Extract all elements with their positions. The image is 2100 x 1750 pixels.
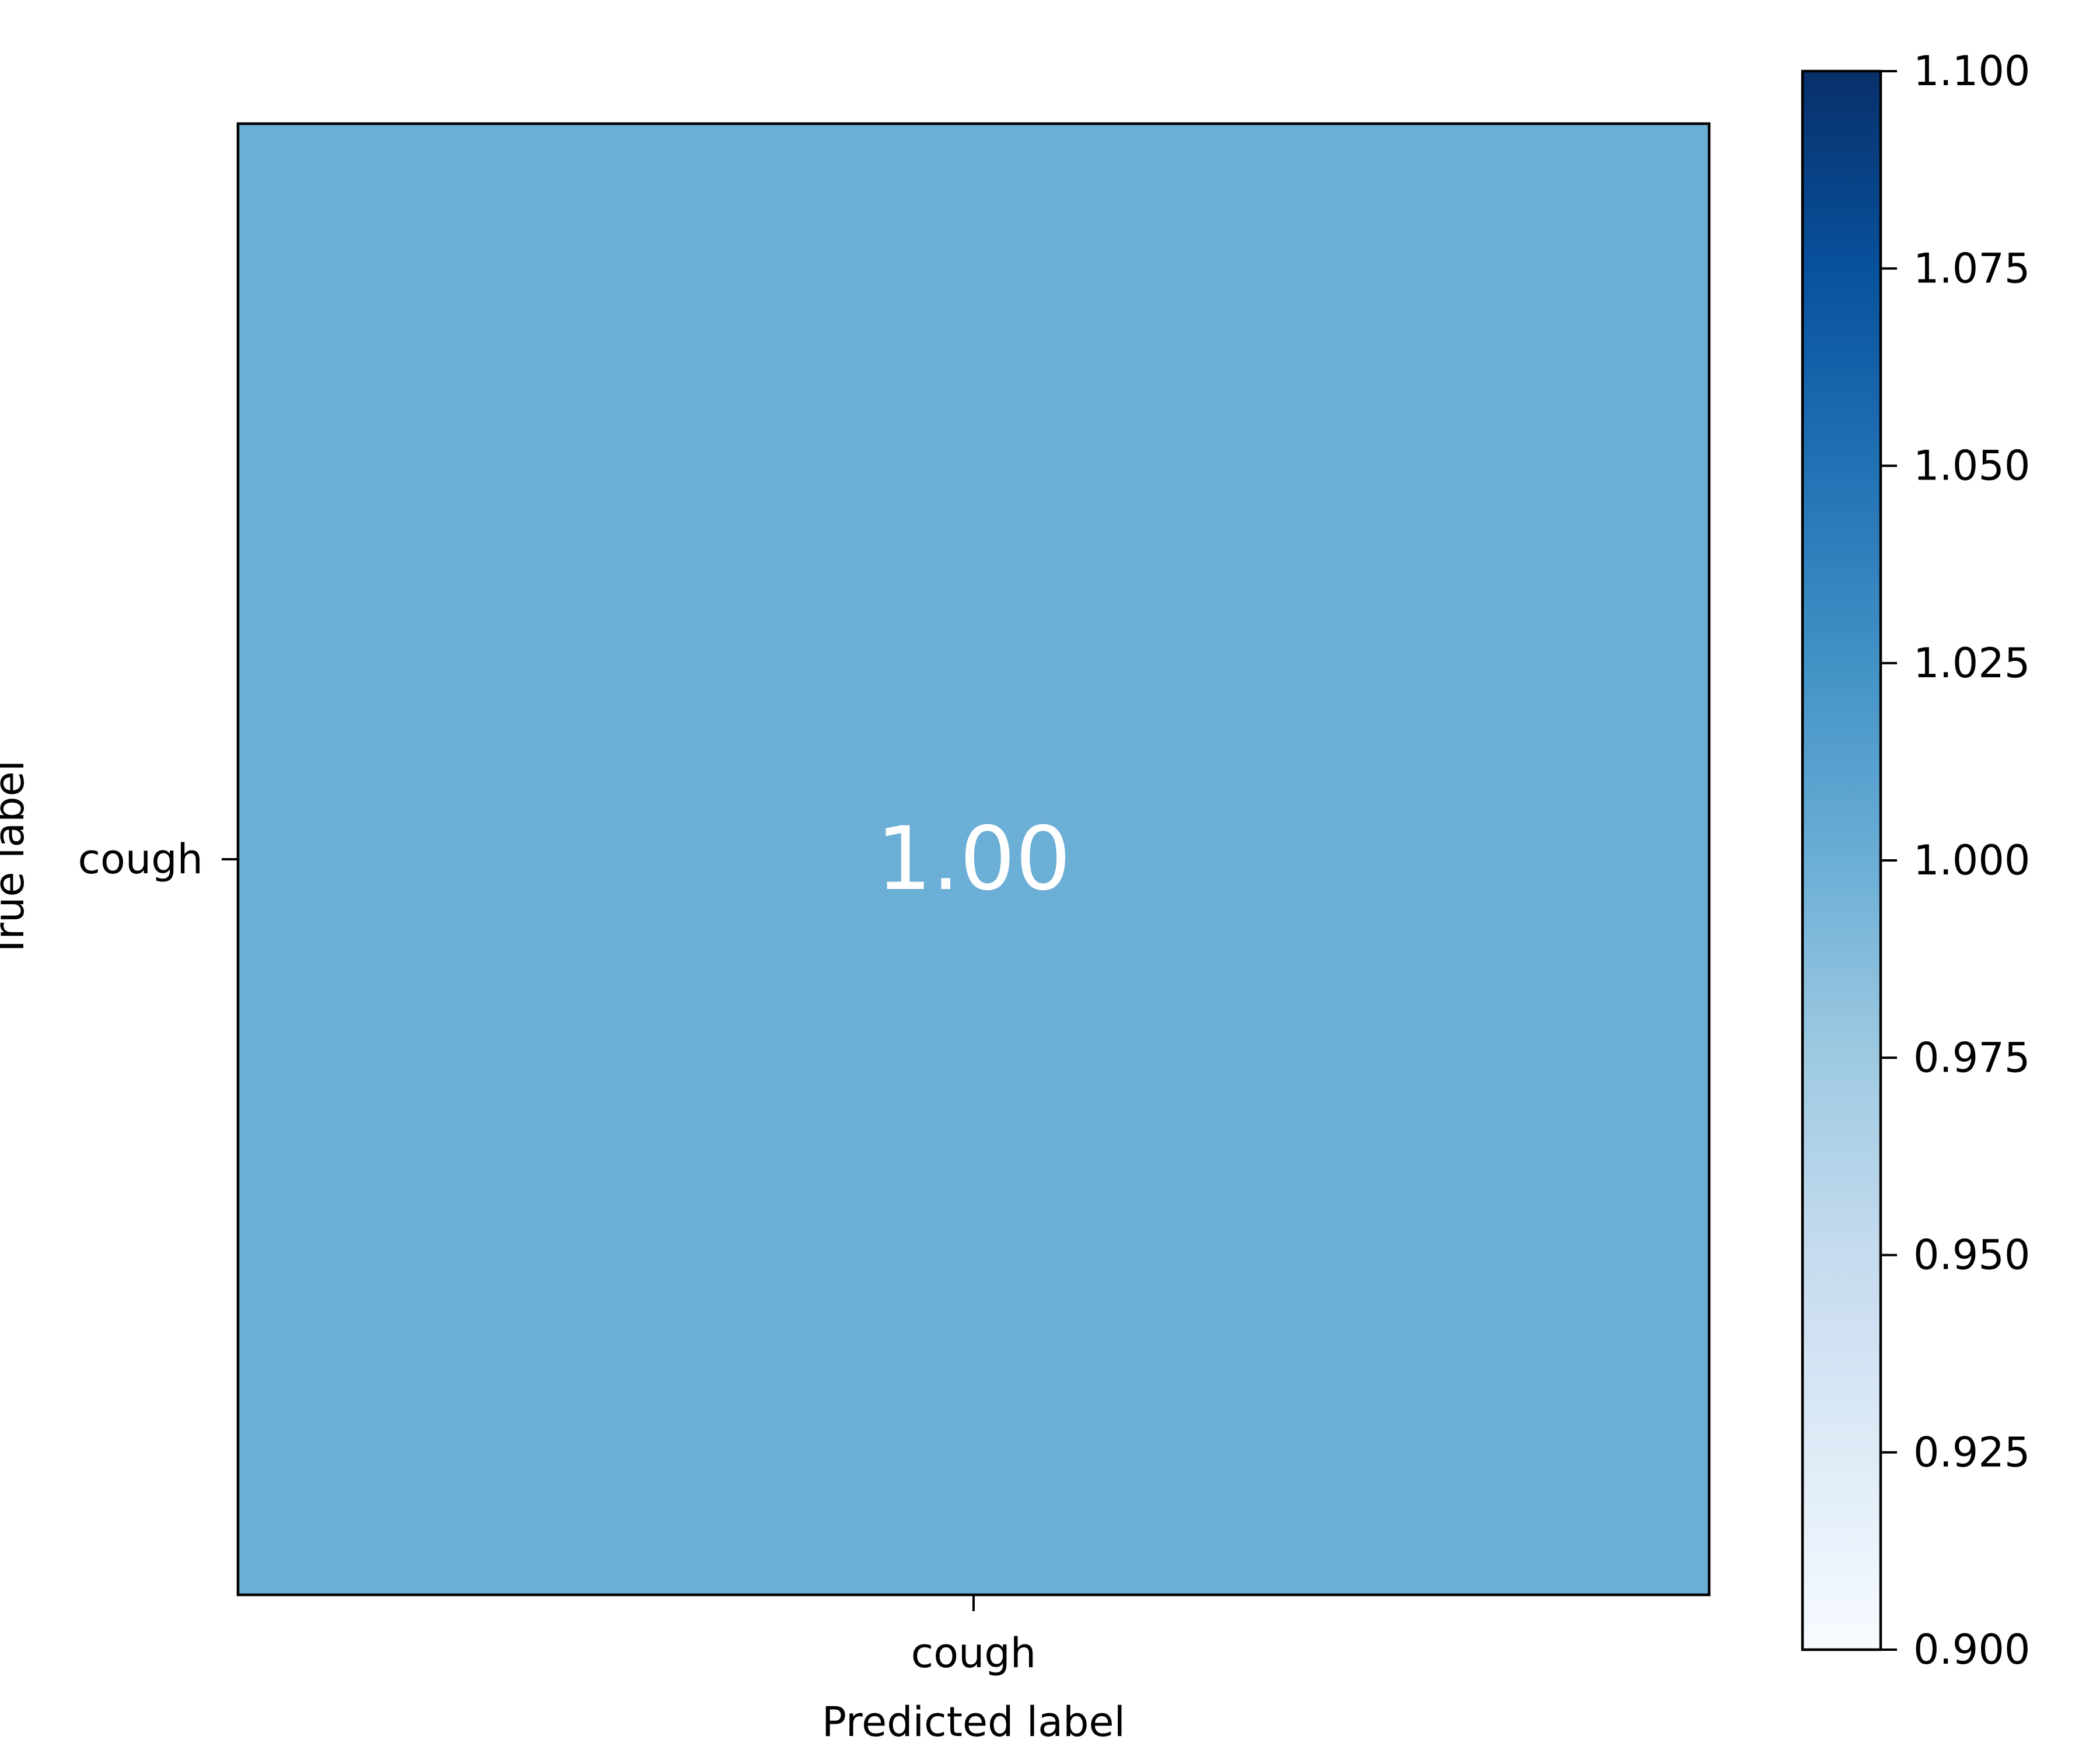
colorbar-tick-label: 1.025 [1913,639,2030,687]
colorbar-tick-label: 1.000 [1913,836,2030,884]
y-tick-label: cough [78,835,203,883]
colorbar-tick-label: 1.075 [1913,244,2030,292]
colorbar-tick-label: 0.950 [1913,1231,2030,1279]
cell-value-label: 1.00 [876,808,1071,910]
colorbar-tick-label: 0.925 [1913,1429,2030,1476]
plot-area: 1.00 [236,122,1711,1597]
colorbar-tick-label: 1.050 [1913,442,2030,490]
colorbar-tick-label: 0.975 [1913,1034,2030,1082]
colorbar: 0.900 0.925 0.950 0.975 1.000 1.025 1.050 1.075… [1801,47,2030,1674]
x-axis-title: Predicted label [822,1698,1125,1746]
colorbar-gradient [1803,71,1881,1650]
y-axis: cough True label [0,760,238,959]
x-axis: cough Predicted label [822,1595,1125,1746]
colorbar-tick-label: 0.900 [1913,1626,2030,1674]
x-tick-label: cough [911,1629,1036,1677]
heatmap-cell [238,124,1709,1595]
y-axis-title: True label [0,760,33,959]
colorbar-tick-label: 1.100 [1913,47,2030,95]
colorbar-ticks: 0.900 0.925 0.950 0.975 1.000 1.025 1.050 1.075… [1881,47,2030,1674]
